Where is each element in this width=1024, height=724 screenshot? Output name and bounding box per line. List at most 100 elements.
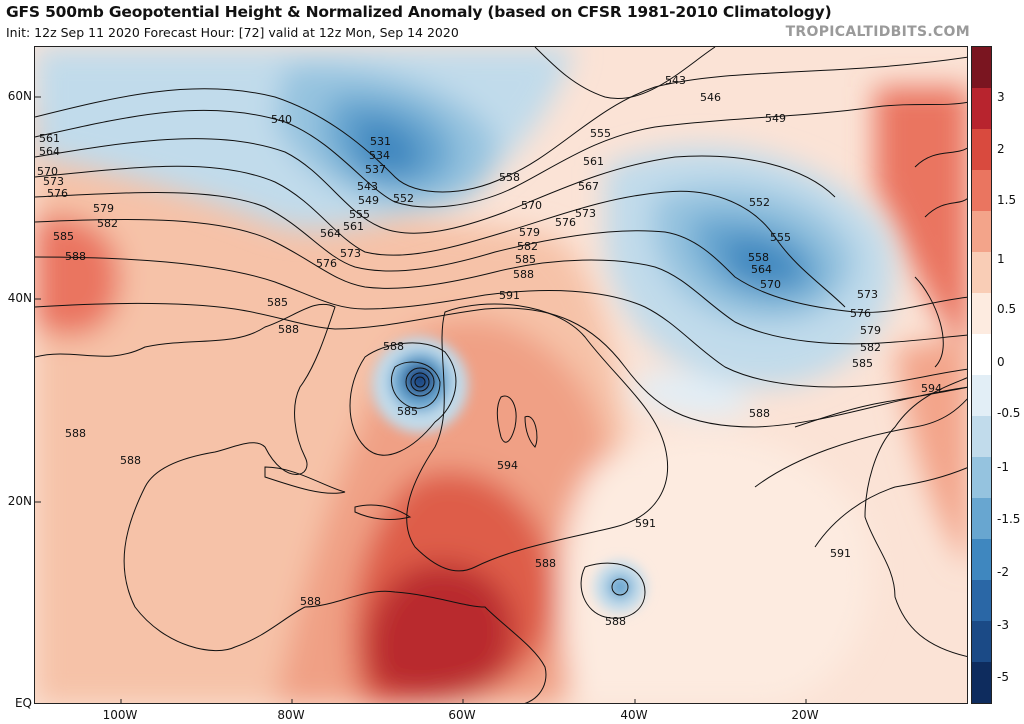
- contour-label: 594: [497, 459, 518, 472]
- contour-label: 555: [590, 127, 611, 140]
- contour-label: 543: [665, 74, 686, 87]
- contour-label: 561: [343, 220, 364, 233]
- height-contours: [35, 56, 967, 619]
- lat-label: 40N: [7, 291, 32, 305]
- hispaniola: [354, 504, 412, 520]
- contour-label: 549: [765, 112, 786, 125]
- lat-label: 60N: [7, 89, 32, 103]
- contour-label: 579: [519, 226, 540, 239]
- colorbar-segment: [972, 580, 991, 622]
- brand-watermark: TROPICALTIDBITS.COM: [785, 24, 970, 40]
- south-america-coast: [304, 590, 547, 703]
- map-title: GFS 500mb Geopotential Height & Normaliz…: [6, 3, 832, 21]
- contour-label: 585: [53, 230, 74, 243]
- contour-label: 588: [65, 427, 86, 440]
- contour-label: 552: [393, 192, 414, 205]
- contour-label: 564: [320, 227, 341, 240]
- contour-label: 576: [47, 187, 68, 200]
- contour-label: 594: [921, 382, 942, 395]
- contour-label-layer: 543 546 549 540 531 534 537 543 549 552 …: [37, 74, 942, 628]
- colorbar-segment: [972, 621, 991, 663]
- colorbar-label: 1.5: [997, 193, 1017, 207]
- contour-label: 570: [760, 278, 781, 291]
- contour-label: 537: [365, 163, 386, 176]
- map-panel: 543 546 549 540 531 534 537 543 549 552 …: [34, 46, 968, 704]
- anomaly-colorbar: [971, 46, 992, 704]
- colorbar-segment: [972, 170, 991, 212]
- colorbar-segment: [972, 416, 991, 458]
- contour-label: 579: [93, 202, 114, 215]
- contour-label: 546: [700, 91, 721, 104]
- colorbar-segment: [972, 539, 991, 581]
- contour-label: 561: [583, 155, 604, 168]
- contour-label: 591: [499, 289, 520, 302]
- colorbar-label: -5: [997, 670, 1009, 684]
- contour-label: 573: [575, 207, 596, 220]
- contour-label: 549: [358, 194, 379, 207]
- contour-label: 576: [850, 307, 871, 320]
- bermuda-region: [524, 415, 538, 448]
- contour-label: 585: [515, 253, 536, 266]
- contour-label: 588: [120, 454, 141, 467]
- lon-label: 40W: [620, 708, 648, 722]
- contour-label: 573: [43, 175, 64, 188]
- contour-label: 585: [852, 357, 873, 370]
- contour-label: 585: [267, 296, 288, 309]
- contour-label: 588: [605, 615, 626, 628]
- lon-label: 80W: [277, 708, 305, 722]
- contour-label: 540: [271, 113, 292, 126]
- contour-label: 588: [65, 250, 86, 263]
- contour-label: 579: [860, 324, 881, 337]
- colorbar-label: -1.5: [997, 512, 1021, 526]
- lon-label: 20W: [791, 708, 819, 722]
- lat-label: 20N: [7, 494, 32, 508]
- contour-label: 582: [517, 240, 538, 253]
- map-subtitle: Init: 12z Sep 11 2020 Forecast Hour: [72…: [6, 25, 459, 40]
- contour-label: 555: [770, 231, 791, 244]
- contour-label: 582: [97, 217, 118, 230]
- contour-label: 558: [499, 171, 520, 184]
- contour-label: 564: [751, 263, 772, 276]
- colorbar-label: 2: [997, 142, 1005, 156]
- contour-label: 588: [749, 407, 770, 420]
- contour-label: 573: [857, 288, 878, 301]
- contour-label: 543: [357, 180, 378, 193]
- colorbar-segment: [972, 375, 991, 417]
- contour-label: 555: [349, 208, 370, 221]
- colorbar-label: -2: [997, 565, 1009, 579]
- colorbar-segment: [972, 88, 991, 130]
- contour-label: 564: [39, 145, 60, 158]
- greenland: [534, 47, 716, 99]
- colorbar-label: -3: [997, 618, 1009, 632]
- contour-label: 558: [748, 251, 769, 264]
- colorbar-segment: [972, 129, 991, 171]
- colorbar-segment: [972, 47, 991, 89]
- contour-label: 588: [300, 595, 321, 608]
- contour-label: 585: [397, 405, 418, 418]
- colorbar-label: -0.5: [997, 406, 1021, 420]
- contour-label: 570: [521, 199, 542, 212]
- colorbar-segment: [972, 293, 991, 335]
- cuba: [264, 466, 346, 494]
- coastlines: [35, 47, 967, 703]
- contour-label: 576: [316, 257, 337, 270]
- colorbar-segment: [972, 211, 991, 253]
- contour-label: 561: [39, 132, 60, 145]
- contour-label: 588: [278, 323, 299, 336]
- contour-label: 573: [340, 247, 361, 260]
- contour-label: 534: [369, 149, 390, 162]
- lon-label: 100W: [102, 708, 138, 722]
- colorbar-segment: [972, 498, 991, 540]
- contour-label: 588: [383, 340, 404, 353]
- lon-label: 60W: [448, 708, 476, 722]
- graticule-ticks: [35, 96, 807, 703]
- contour-label: 576: [555, 216, 576, 229]
- colorbar-label: -1: [997, 460, 1009, 474]
- colorbar-segment: [972, 457, 991, 499]
- contour-label: 588: [535, 557, 556, 570]
- lat-label: EQ: [14, 696, 32, 710]
- colorbar-label: 1: [997, 252, 1005, 266]
- colorbar-segment: [972, 252, 991, 294]
- contour-label: 582: [860, 341, 881, 354]
- contour-label: 591: [830, 547, 851, 560]
